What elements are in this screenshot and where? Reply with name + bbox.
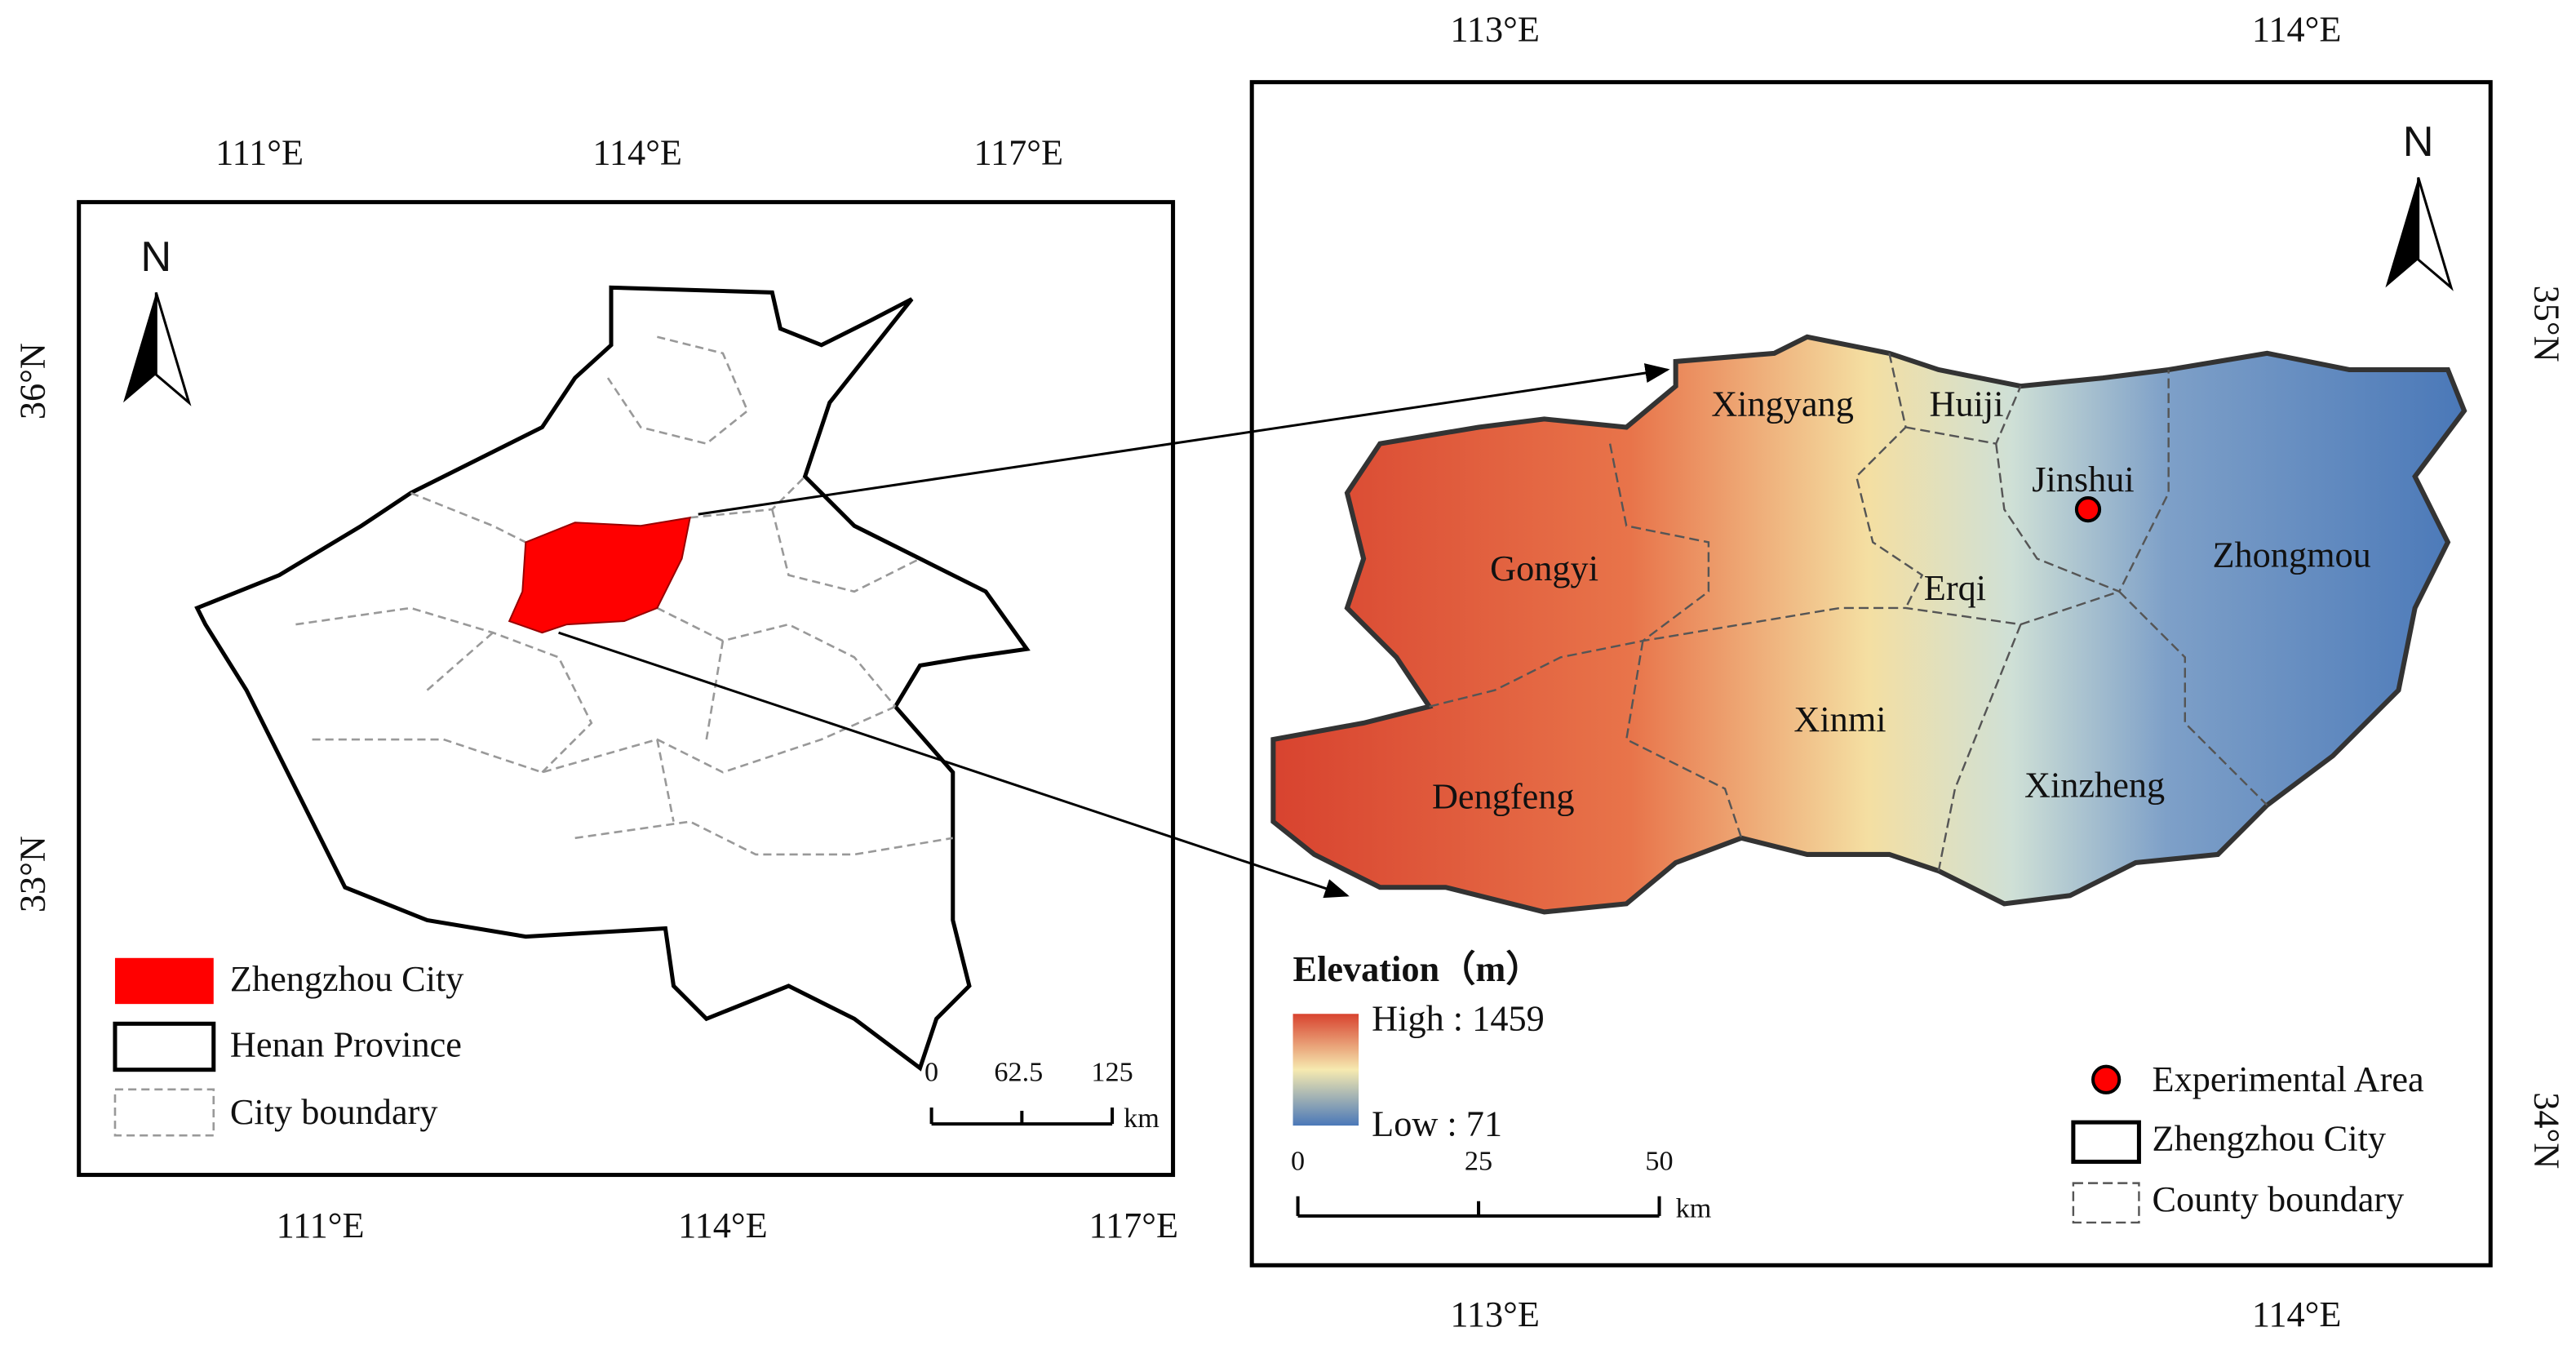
arrow [698, 363, 1670, 516]
north-arrow [2385, 177, 2454, 291]
right-frame [1249, 80, 2493, 1267]
legend-swatch [2091, 1064, 2122, 1094]
legend-title: Elevation（m） [1293, 949, 1542, 989]
legend-label: High : 1459 [1372, 998, 1545, 1038]
scale-label: 25 [1465, 1146, 1492, 1176]
north-label: N [2403, 118, 2434, 166]
lon-label: 114°E [592, 132, 682, 172]
legend-swatch [113, 1088, 215, 1137]
lat-label: 35°N [2527, 286, 2567, 362]
legend-label: Zhengzhou City [230, 959, 464, 999]
legend-swatch [114, 957, 214, 1005]
lat-label: 34°N [2527, 1092, 2567, 1169]
lon-label: 114°E [678, 1205, 768, 1245]
lat-label: 36°N [12, 343, 52, 420]
city-boundaries [295, 335, 953, 856]
legend-label: Experimental Area [2153, 1059, 2425, 1099]
north-label: N [140, 233, 171, 281]
scale-bar [1296, 1196, 1661, 1218]
legend-label: Henan Province [230, 1025, 462, 1065]
region-label: Xingyang [1711, 384, 1854, 424]
legend-swatch [2071, 1120, 2141, 1164]
region-label: Gongyi [1490, 548, 1598, 588]
zhengzhou-highlight [508, 516, 691, 634]
north-arrow [123, 291, 192, 406]
lon-label: 113°E [1450, 1294, 1540, 1334]
lon-label: 117°E [974, 132, 1064, 172]
legend-label: Zhengzhou City [2153, 1118, 2387, 1158]
zhengzhou-elevation [1270, 334, 2467, 915]
county-boundaries [1429, 353, 2268, 872]
region-label: Xinmi [1793, 699, 1886, 739]
scale-label: 0 [924, 1058, 938, 1088]
lon-label: 114°E [2252, 1294, 2342, 1334]
legend-label: City boundary [230, 1092, 438, 1132]
scale-unit: km [1676, 1194, 1712, 1224]
scale-bar [929, 1107, 1115, 1126]
lon-label: 114°E [2252, 9, 2342, 49]
scale-label: 125 [1091, 1058, 1133, 1088]
elevation-ramp [1292, 1014, 1359, 1126]
scale-label: 62.5 [994, 1058, 1043, 1088]
legend-swatch [113, 1021, 216, 1072]
scale-label: 50 [1645, 1146, 1673, 1176]
arrow [558, 631, 1350, 899]
experimental-area [2074, 496, 2102, 523]
region-label: Erqi [1924, 568, 1986, 608]
region-label: Dengfeng [1432, 777, 1575, 817]
lat-label: 33°N [12, 836, 52, 912]
region-label: Jinshui [2032, 459, 2135, 499]
region-label: Zhongmou [2212, 535, 2370, 575]
legend-label: County boundary [2153, 1179, 2405, 1219]
scale-label: 0 [1291, 1146, 1305, 1176]
region-label: Xinzheng [2024, 766, 2165, 806]
lon-label: 111°E [277, 1205, 365, 1245]
henan-province [194, 285, 1031, 1072]
lon-label: 117°E [1088, 1205, 1178, 1245]
region-label: Huiji [1929, 384, 2003, 424]
legend-label: Low : 71 [1372, 1103, 1502, 1143]
scale-unit: km [1124, 1103, 1159, 1134]
lon-label: 113°E [1450, 9, 1540, 49]
left-frame [77, 200, 1176, 1178]
legend-swatch [2072, 1182, 2140, 1224]
lon-label: 111°E [215, 132, 304, 172]
